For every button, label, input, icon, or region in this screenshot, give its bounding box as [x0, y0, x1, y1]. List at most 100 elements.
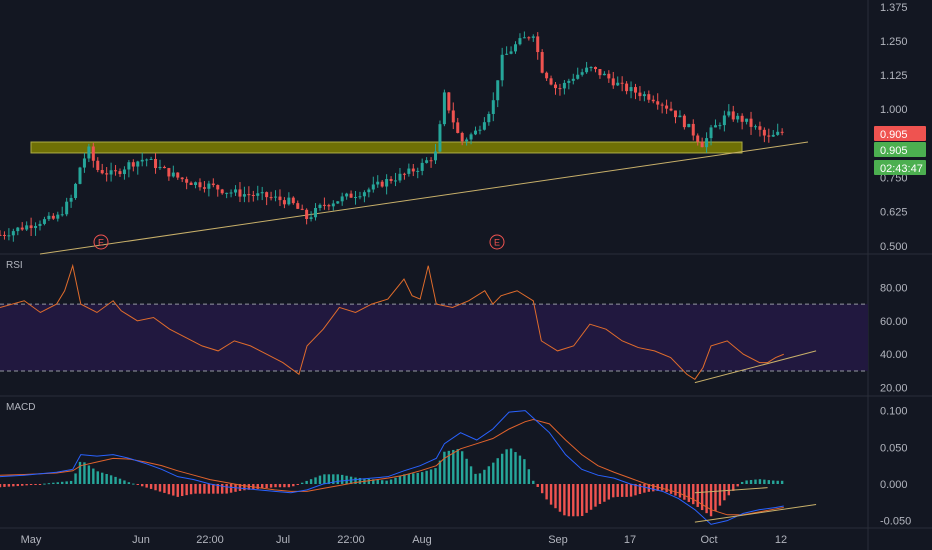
- candle-body: [114, 170, 118, 172]
- macd-histogram-bar: [132, 483, 135, 485]
- candle-body: [722, 115, 726, 126]
- candle-body: [585, 67, 589, 73]
- candle-body: [540, 52, 544, 73]
- candle-body: [682, 115, 686, 128]
- macd-histogram-bar: [540, 484, 544, 494]
- macd-histogram-bar: [274, 484, 277, 488]
- candle-body: [571, 78, 575, 81]
- macd-histogram-bar: [216, 484, 219, 494]
- candle-body: [753, 126, 757, 128]
- candle-body: [354, 196, 358, 198]
- candle-body: [274, 196, 278, 198]
- candle-body: [247, 194, 251, 196]
- macd-histogram-bar: [416, 472, 419, 484]
- macd-histogram-bar: [763, 479, 766, 484]
- countdown-label: 02:43:47: [880, 163, 923, 175]
- macd-histogram-bar: [323, 474, 326, 484]
- macd-histogram-bar: [652, 484, 655, 492]
- candle-body: [7, 235, 11, 237]
- candle-body: [673, 110, 677, 118]
- candle-body: [211, 183, 215, 186]
- candle-body: [447, 92, 451, 111]
- candle-body: [314, 207, 318, 218]
- macd-histogram-bar: [616, 484, 619, 497]
- candle-body: [180, 177, 184, 180]
- candle-body: [434, 151, 438, 161]
- candle-body: [362, 192, 366, 197]
- macd-histogram-bar: [474, 473, 477, 484]
- macd-histogram-bar: [376, 479, 379, 484]
- price-badge: [874, 126, 926, 141]
- candle-body: [60, 214, 64, 216]
- candle-body: [29, 225, 33, 229]
- macd-histogram-bar: [287, 484, 291, 488]
- candle-body: [522, 37, 526, 39]
- macd-histogram-bar: [496, 458, 499, 484]
- macd-histogram-bar: [425, 470, 428, 484]
- candle-body: [65, 201, 69, 215]
- candle-body: [2, 234, 6, 236]
- trendline: [39, 141, 809, 255]
- candle-body: [469, 134, 473, 140]
- candle-body: [398, 173, 402, 181]
- macd-histogram-bar: [500, 453, 504, 484]
- macd-histogram-bar: [74, 473, 77, 484]
- macd-histogram-bar: [718, 484, 722, 506]
- rsi-tick-label: 20.00: [880, 383, 908, 395]
- candle-body: [465, 139, 469, 142]
- macd-histogram-bar: [443, 451, 446, 484]
- candle-body: [576, 74, 580, 79]
- macd-histogram-bar: [300, 482, 304, 484]
- macd-histogram-bar: [3, 484, 6, 487]
- macd-histogram-bar: [434, 468, 437, 484]
- macd-histogram-bar: [456, 449, 459, 484]
- rsi-tick-label: 60.00: [880, 316, 908, 328]
- price-badge-label: 0.905: [880, 129, 908, 141]
- macd-histogram-bar: [318, 475, 322, 484]
- candle-body: [42, 219, 46, 224]
- candle-body: [562, 82, 566, 89]
- macd-histogram-bar: [736, 484, 739, 487]
- macd-histogram-bar: [56, 482, 59, 484]
- earnings-marker-label: E: [98, 238, 104, 248]
- macd-histogram-bar: [545, 484, 548, 500]
- macd-line: [0, 410, 784, 525]
- macd-pane[interactable]: MACD: [0, 402, 817, 525]
- macd-histogram-bar: [136, 484, 139, 485]
- macd-histogram-bar: [163, 484, 166, 493]
- candle-body: [713, 125, 717, 128]
- macd-histogram-bar: [256, 484, 259, 489]
- rsi-pane[interactable]: RSI: [0, 260, 868, 384]
- candle-body: [202, 187, 206, 189]
- macd-histogram-bar: [123, 480, 126, 484]
- macd-histogram-bar: [149, 484, 153, 489]
- macd-histogram-bar: [65, 481, 68, 484]
- macd-histogram-bar: [669, 484, 673, 494]
- candle-body: [474, 130, 478, 135]
- candle-body: [567, 80, 571, 83]
- candle-body: [91, 146, 95, 161]
- macd-histogram-bar: [127, 482, 131, 484]
- macd-histogram-bar: [238, 484, 242, 491]
- candle-body: [345, 193, 349, 197]
- candle-body: [100, 170, 104, 174]
- rsi-divergence-line: [694, 350, 817, 384]
- time-tick-label: Jul: [276, 534, 290, 546]
- macd-histogram-bar: [265, 484, 268, 489]
- candle-body: [691, 123, 695, 136]
- candle-body: [438, 124, 442, 152]
- macd-histogram-bar: [118, 478, 122, 484]
- macd-histogram-bar: [283, 484, 286, 488]
- candle-body: [51, 215, 55, 219]
- candle-body: [216, 185, 220, 190]
- candle-body: [718, 125, 722, 127]
- macd-histogram-bar: [674, 484, 677, 496]
- macd-histogram-bar: [358, 477, 362, 484]
- macd-histogram-bar: [643, 484, 646, 493]
- earnings-marker: [93, 234, 109, 250]
- macd-histogram-bar: [598, 484, 602, 504]
- candle-body: [225, 192, 229, 194]
